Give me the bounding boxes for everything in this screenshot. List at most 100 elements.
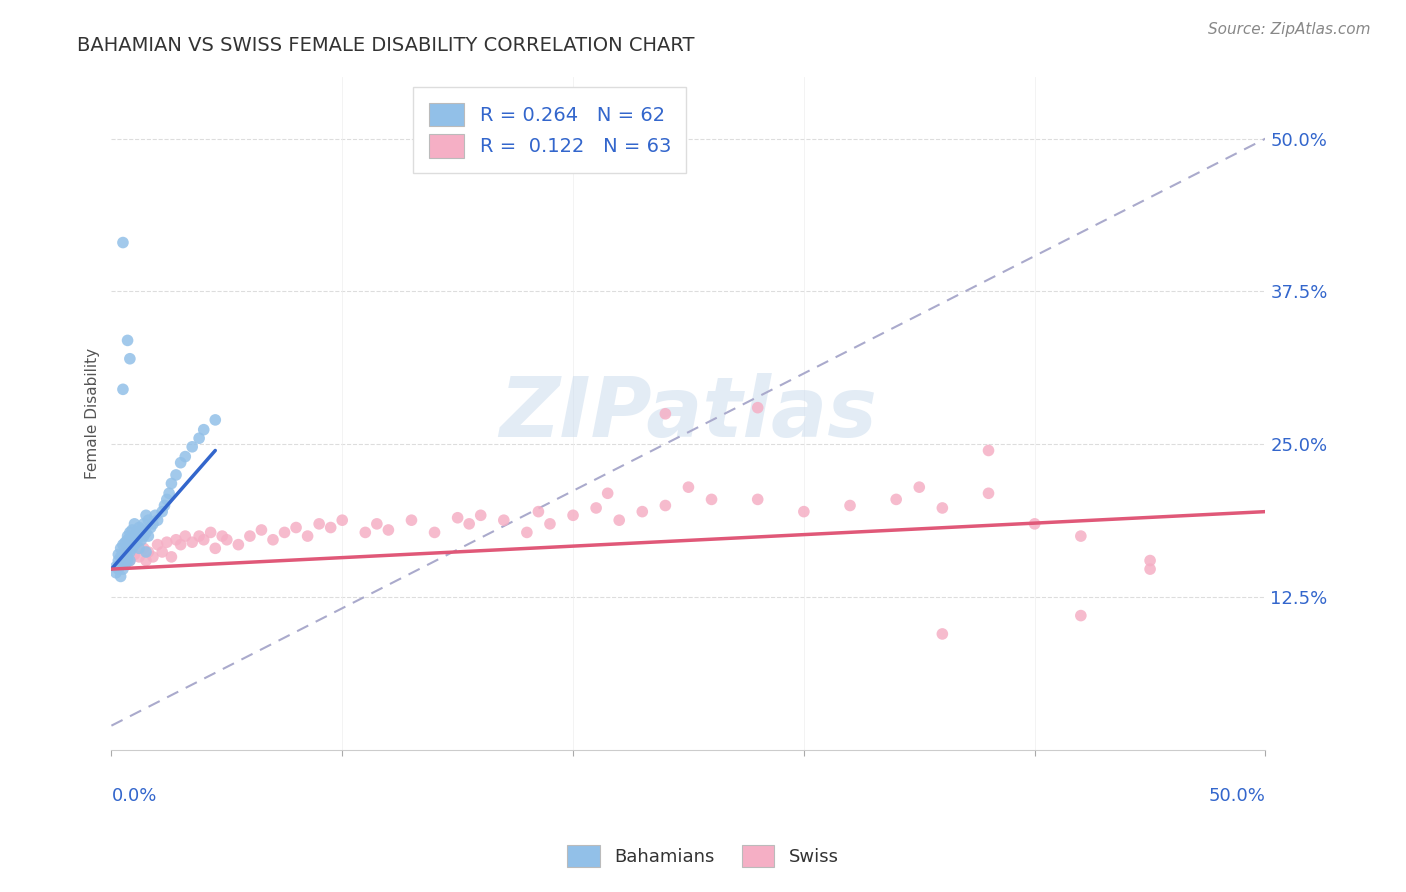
Point	[607, 513, 630, 527]
Point	[596, 486, 619, 500]
Point	[143, 508, 166, 523]
Point	[111, 538, 134, 552]
Point	[654, 499, 676, 513]
Point	[200, 525, 222, 540]
Point	[156, 492, 179, 507]
Point	[132, 529, 155, 543]
Point	[135, 508, 157, 523]
Point	[146, 513, 169, 527]
Point	[239, 529, 262, 543]
Point	[423, 525, 446, 540]
Point	[977, 443, 1000, 458]
Point	[169, 456, 191, 470]
Point	[114, 558, 136, 572]
Point	[135, 545, 157, 559]
Point	[118, 351, 141, 366]
Point	[273, 525, 295, 540]
Point	[631, 505, 654, 519]
Point	[111, 562, 134, 576]
Point	[330, 513, 353, 527]
Point	[458, 516, 481, 531]
Point	[401, 513, 423, 527]
Text: ZIPatlas: ZIPatlas	[499, 373, 877, 454]
Point	[446, 510, 468, 524]
Point	[366, 516, 388, 531]
Point	[174, 529, 197, 543]
Point	[124, 548, 146, 562]
Point	[538, 516, 561, 531]
Legend: Bahamians, Swiss: Bahamians, Swiss	[560, 838, 846, 874]
Point	[354, 525, 377, 540]
Point	[118, 538, 141, 552]
Point	[124, 538, 146, 552]
Point	[204, 541, 226, 556]
Point	[114, 545, 136, 559]
Point	[157, 486, 180, 500]
Point	[105, 566, 128, 580]
Point	[527, 505, 550, 519]
Point	[228, 538, 250, 552]
Point	[160, 549, 183, 564]
Point	[135, 525, 157, 540]
Point	[165, 533, 187, 547]
Point	[111, 553, 134, 567]
Point	[165, 467, 187, 482]
Point	[1139, 553, 1161, 567]
Point	[124, 529, 146, 543]
Point	[193, 423, 215, 437]
Point	[1070, 608, 1092, 623]
Point	[107, 553, 129, 567]
Point	[118, 553, 141, 567]
Point	[153, 499, 176, 513]
Point	[215, 533, 238, 547]
Point	[181, 440, 204, 454]
Point	[107, 562, 129, 576]
Point	[117, 533, 139, 547]
Point	[174, 450, 197, 464]
Point	[931, 500, 953, 515]
Point	[188, 529, 211, 543]
Point	[285, 520, 308, 534]
Point	[297, 529, 319, 543]
Point	[105, 559, 128, 574]
Point	[193, 533, 215, 547]
Point	[1139, 562, 1161, 576]
Y-axis label: Female Disability: Female Disability	[86, 348, 100, 479]
Point	[470, 508, 492, 523]
Point	[121, 541, 143, 556]
Point	[142, 516, 165, 531]
Point	[908, 480, 931, 494]
Point	[110, 558, 132, 572]
Point	[138, 529, 160, 543]
Point	[110, 541, 132, 556]
Point	[125, 525, 148, 540]
Point	[181, 535, 204, 549]
Legend: R = 0.264   N = 62, R =  0.122   N = 63: R = 0.264 N = 62, R = 0.122 N = 63	[413, 87, 686, 174]
Point	[142, 549, 165, 564]
Point	[114, 549, 136, 564]
Point	[111, 235, 134, 250]
Point	[516, 525, 538, 540]
Point	[135, 553, 157, 567]
Point	[931, 627, 953, 641]
Point	[678, 480, 700, 494]
Point	[111, 548, 134, 562]
Point	[700, 492, 723, 507]
Point	[117, 545, 139, 559]
Point	[1070, 529, 1092, 543]
Point	[107, 548, 129, 562]
Point	[114, 535, 136, 549]
Point	[138, 545, 160, 559]
Point	[124, 516, 146, 531]
Point	[793, 505, 815, 519]
Point	[150, 545, 173, 559]
Point	[118, 525, 141, 540]
Point	[150, 505, 173, 519]
Point	[117, 549, 139, 564]
Point	[188, 431, 211, 445]
Point	[128, 541, 150, 556]
Point	[204, 413, 226, 427]
Point	[250, 523, 273, 537]
Point	[121, 533, 143, 547]
Point	[132, 516, 155, 531]
